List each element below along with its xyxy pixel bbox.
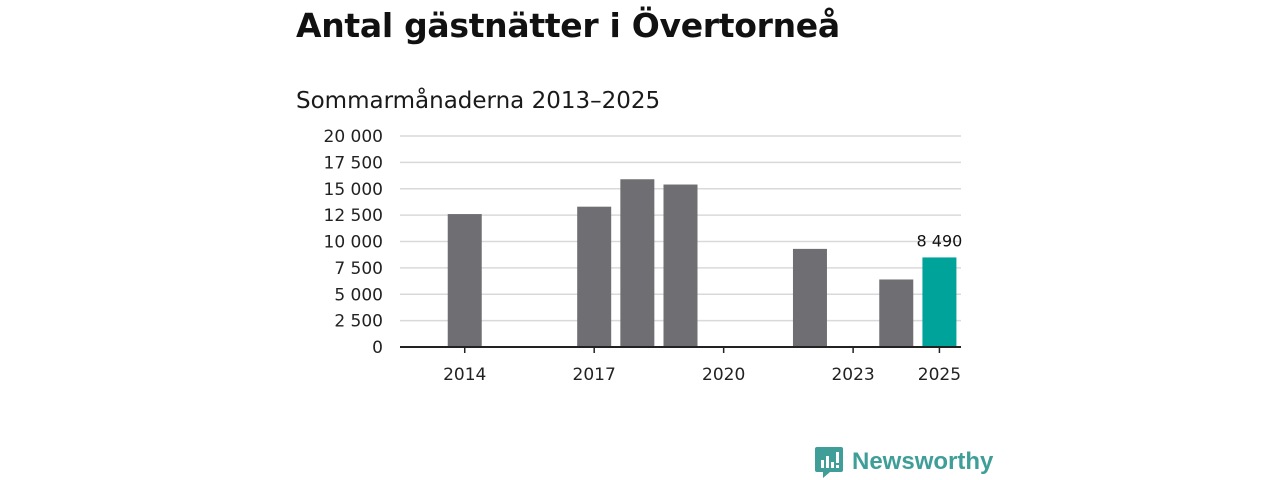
bar-2017 [577, 206, 612, 347]
newsworthy-logo-icon [815, 447, 843, 478]
y-tick-label: 20 000 [324, 127, 383, 147]
x-tick-label: 2014 [443, 365, 486, 385]
y-tick-label: 10 000 [324, 233, 383, 253]
x-tick-label: 2023 [831, 365, 874, 385]
x-axis-tick-labels: 2014 2017 2020 2023 2025 [443, 347, 961, 385]
y-tick-label: 0 [372, 338, 383, 358]
y-tick-label: 7 500 [334, 259, 383, 279]
x-tick-label: 2025 [918, 365, 961, 385]
chart-subtitle: Sommarmånaderna 2013–2025 [296, 88, 661, 114]
bar-2025 [922, 257, 957, 347]
bars [447, 179, 957, 347]
y-tick-label: 5 000 [334, 285, 383, 305]
bar-2024 [879, 279, 914, 347]
bar-2022 [792, 248, 827, 347]
bar-2018 [620, 179, 655, 347]
bar-2014 [447, 214, 482, 347]
brand-logo: Newsworthy [814, 446, 993, 478]
y-tick-label: 12 500 [324, 206, 383, 226]
brand-name: Newsworthy [852, 448, 994, 475]
y-tick-label: 17 500 [324, 153, 383, 173]
data-labels: 8 490 [917, 231, 963, 250]
chart-title: Antal gästnätter i Övertorneå [296, 6, 840, 45]
y-tick-label: 2 500 [334, 312, 383, 332]
data-label-2025: 8 490 [917, 231, 963, 250]
bar-2019 [663, 184, 698, 347]
x-tick-label: 2017 [573, 365, 616, 385]
x-tick-label: 2020 [702, 365, 745, 385]
y-axis-tick-labels: 0 2 500 5 000 7 500 10 000 12 500 15 000 17 500… [324, 127, 383, 358]
y-tick-label: 15 000 [324, 180, 383, 200]
